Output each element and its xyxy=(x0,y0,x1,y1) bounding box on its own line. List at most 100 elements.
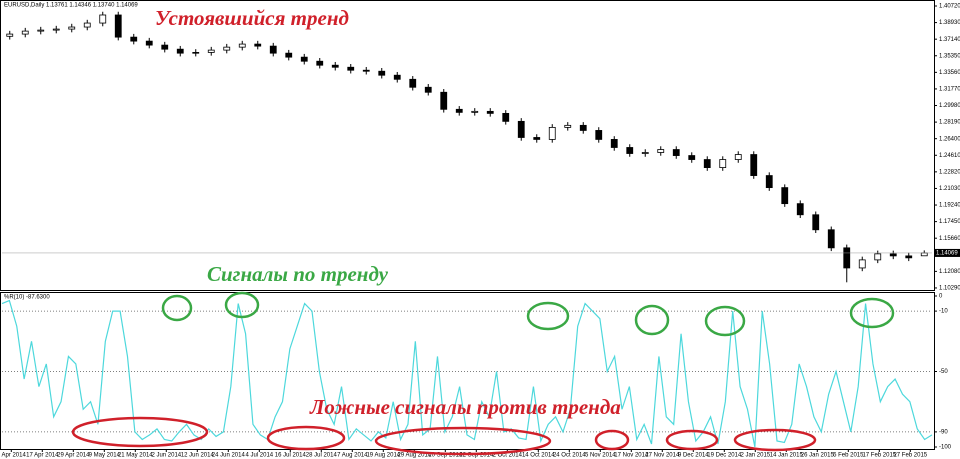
candle-body xyxy=(502,112,510,122)
x-tick-label: 24 Jun 2014 xyxy=(212,453,246,459)
x-tick-label: 26 Jan 2015 xyxy=(801,453,835,459)
plot: 1.102901.120801.138701.156601.174501.192… xyxy=(0,4,960,459)
ellipse xyxy=(849,297,895,329)
ellipse xyxy=(71,416,209,448)
y-tick-label: 1.17450 xyxy=(939,219,960,225)
annotation: Устоявшийся тренд xyxy=(155,6,349,30)
ellipse xyxy=(374,426,552,456)
candle-body xyxy=(192,52,200,54)
candle-body xyxy=(641,152,649,154)
candle-body xyxy=(316,60,324,66)
x-tick-label: 21 May 2014 xyxy=(118,453,153,459)
candle-body xyxy=(827,229,835,249)
candle-body xyxy=(6,33,14,37)
x-tick-label: 14 Oct 2014 xyxy=(522,453,555,459)
ellipse xyxy=(634,304,670,336)
x-tick-label: 27 Nov 2014 xyxy=(645,453,680,459)
candle-body xyxy=(254,43,262,47)
candle-body xyxy=(719,159,727,168)
x-tick-label: 29 Aug 2014 xyxy=(397,453,431,459)
candle-body xyxy=(734,154,742,160)
y-tick-label: 1.37140 xyxy=(939,37,960,43)
x-tick-label: 10 Sep 2014 xyxy=(428,453,463,459)
price-tag: 1.14069 xyxy=(936,251,958,257)
candle-body xyxy=(750,154,758,176)
candle-body xyxy=(579,124,587,131)
ellipse xyxy=(704,305,746,337)
candle-body xyxy=(874,253,882,261)
candle-body xyxy=(610,139,618,148)
candle-body xyxy=(300,56,308,62)
candle-body xyxy=(781,187,789,205)
y-tick-label: -90 xyxy=(939,429,948,435)
candle-body xyxy=(517,120,525,138)
candle-body xyxy=(424,86,432,93)
y-tick-label: -100 xyxy=(939,445,952,451)
candle-body xyxy=(905,255,913,259)
candle-body xyxy=(548,126,556,140)
candle-body xyxy=(269,45,277,54)
candle-body xyxy=(471,110,479,113)
x-tick-label: 9 May 2014 xyxy=(89,453,121,459)
y-tick-label: 1.22820 xyxy=(939,169,960,175)
y-tick-label: -10 xyxy=(939,309,948,315)
x-tick-label: 5 Feb 2015 xyxy=(833,453,864,459)
candle-body xyxy=(455,108,463,113)
candle-body xyxy=(362,69,370,72)
candle-body xyxy=(68,26,76,30)
candle-body xyxy=(130,36,138,42)
candle-body xyxy=(409,78,417,88)
y-tick-label: 1.35350 xyxy=(939,53,960,59)
ellipse xyxy=(526,301,570,331)
candle-body xyxy=(920,252,928,257)
y-tick-label: -50 xyxy=(939,369,948,375)
y-tick-label: 1.40720 xyxy=(939,4,960,10)
candle-body xyxy=(145,40,153,46)
x-tick-label: 14 Jan 2015 xyxy=(770,453,804,459)
candle-body xyxy=(285,52,293,58)
candle-body xyxy=(176,48,184,54)
x-tick-label: 24 Oct 2014 xyxy=(553,453,586,459)
x-tick-label: 7 Apr 2014 xyxy=(0,453,26,459)
candle-body xyxy=(99,14,107,24)
y-tick-label: 0 xyxy=(939,294,943,300)
candle-body xyxy=(378,70,386,76)
x-tick-label: 9 Dec 2014 xyxy=(678,453,709,459)
indicator-title: %R(10) -87.6300 xyxy=(4,295,50,301)
candle-body xyxy=(626,147,634,154)
candle-body xyxy=(703,159,711,168)
x-tick-label: 28 Jul 2014 xyxy=(306,453,338,459)
candle-body xyxy=(223,46,231,51)
candle-body xyxy=(486,110,494,114)
x-tick-label: 19 Aug 2014 xyxy=(366,453,400,459)
y-tick-label: 1.19240 xyxy=(939,203,960,209)
x-tick-label: 2 Jan 2015 xyxy=(740,453,770,459)
candle-body xyxy=(533,137,541,140)
price-title: EURUSD,Daily 1.13761 1.14346 1.13740 1.1… xyxy=(4,3,138,9)
candle-body xyxy=(347,66,355,71)
candle-body xyxy=(161,44,169,50)
x-tick-label: 27 Feb 2015 xyxy=(893,453,927,459)
x-tick-label: 17 Nov 2014 xyxy=(614,453,649,459)
candle-body xyxy=(331,64,339,68)
indicator-panel xyxy=(0,292,935,450)
x-tick-label: 17 Feb 2015 xyxy=(862,453,896,459)
candle-body xyxy=(889,253,897,257)
candle-body xyxy=(393,74,401,80)
annotation: Сигналы по тренду xyxy=(207,262,389,286)
y-tick-label: 1.33560 xyxy=(939,70,960,76)
y-tick-label: 1.31770 xyxy=(939,87,960,93)
ellipse xyxy=(224,291,260,319)
ellipse xyxy=(161,294,193,322)
y-tick-label: 1.10290 xyxy=(939,286,960,292)
y-tick-label: 1.29980 xyxy=(939,103,960,109)
x-tick-label: 16 Jul 2014 xyxy=(275,453,307,459)
candle-body xyxy=(858,259,866,269)
candle-body xyxy=(595,130,603,140)
x-tick-label: 2 Oct 2014 xyxy=(493,453,523,459)
x-tick-label: 7 Aug 2014 xyxy=(337,453,368,459)
candle-body xyxy=(812,214,820,231)
candle-body xyxy=(83,22,91,28)
annotation: Ложные сигналы против тренда xyxy=(309,395,621,419)
price-tag-box xyxy=(934,248,960,257)
